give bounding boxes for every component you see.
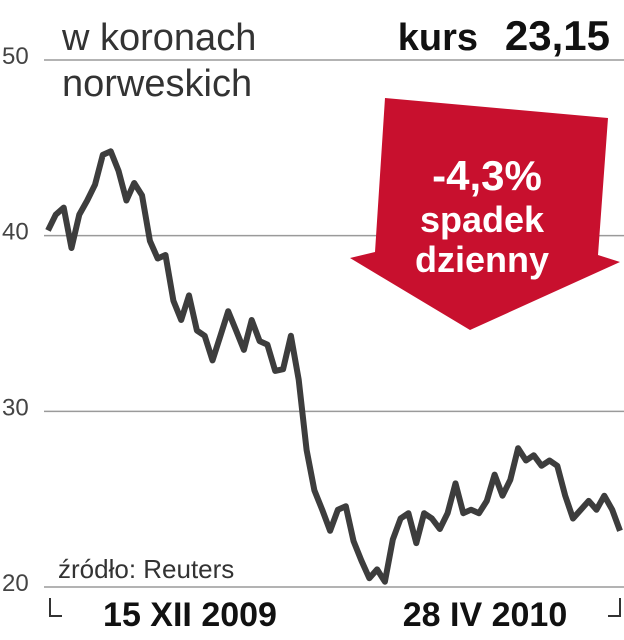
y-tick-label: 20	[2, 570, 29, 597]
change-value: -4,3%	[432, 152, 542, 199]
change-text: dzienny	[415, 239, 549, 280]
y-tick-label: 40	[2, 219, 29, 246]
price-label: kurs	[398, 17, 478, 59]
change-arrow	[350, 98, 620, 330]
price: 23,15	[505, 12, 610, 59]
x-range-label: 28 IV 2010	[403, 596, 567, 634]
source: źródło: Reuters	[58, 554, 234, 584]
y-tick-label: 30	[2, 394, 29, 421]
price-line	[45, 148, 623, 585]
change-text: spadek	[420, 199, 545, 240]
grid: 20 30 40 50	[2, 43, 624, 597]
range-bracket	[49, 598, 621, 617]
x-range-label: 15 XII 2009	[103, 596, 277, 634]
y-tick-label: 50	[2, 43, 29, 70]
subtitle: norweskich	[62, 63, 252, 105]
subtitle: w koronach	[61, 17, 256, 59]
